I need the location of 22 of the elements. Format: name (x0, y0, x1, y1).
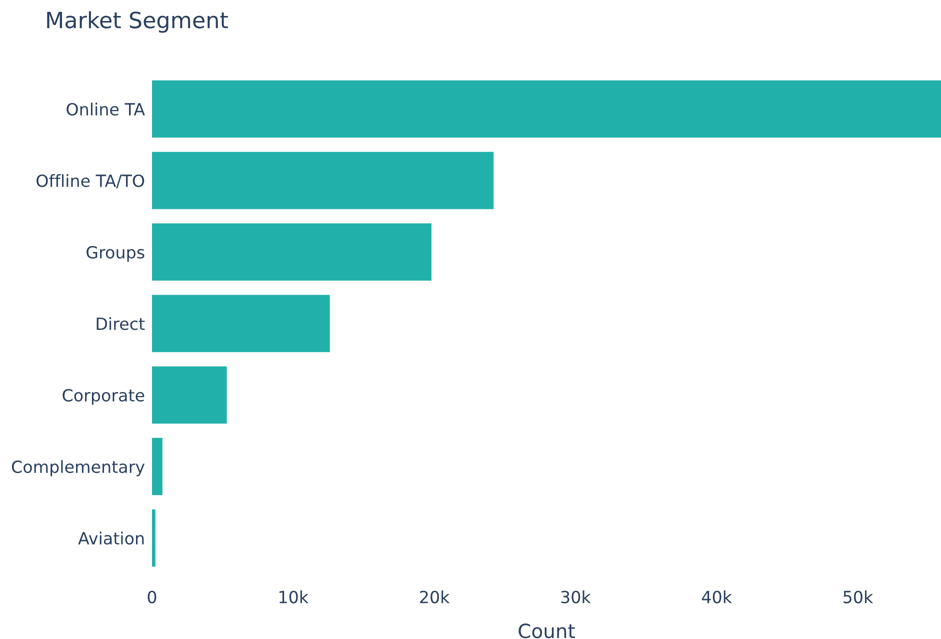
bar (152, 223, 432, 281)
bar (152, 509, 156, 567)
y-tick-label: Offline TA/TO (36, 174, 144, 188)
y-tick-label: Aviation (78, 532, 144, 545)
x-tick-label: 20k (420, 590, 450, 604)
y-tick-label: Online TA (66, 102, 145, 116)
y-tick-label: Complementary (12, 460, 145, 476)
y-tick-label: Direct (96, 317, 145, 330)
y-tick-label: Corporate (62, 388, 144, 405)
bar (152, 294, 330, 352)
chart-title: Market Segment (47, 11, 228, 33)
bar (152, 438, 162, 496)
x-axis-title: Count (518, 624, 575, 638)
bar (152, 366, 227, 424)
bar (152, 152, 494, 210)
x-tick-label: 40k (702, 590, 732, 604)
x-tick-label: 0 (148, 590, 156, 604)
x-tick-label: 10k (280, 590, 309, 604)
bar (152, 80, 941, 138)
y-tick-label: Groups (86, 246, 144, 262)
x-tick-label: 50k (844, 590, 874, 604)
x-tick-label: 30k (561, 590, 591, 604)
